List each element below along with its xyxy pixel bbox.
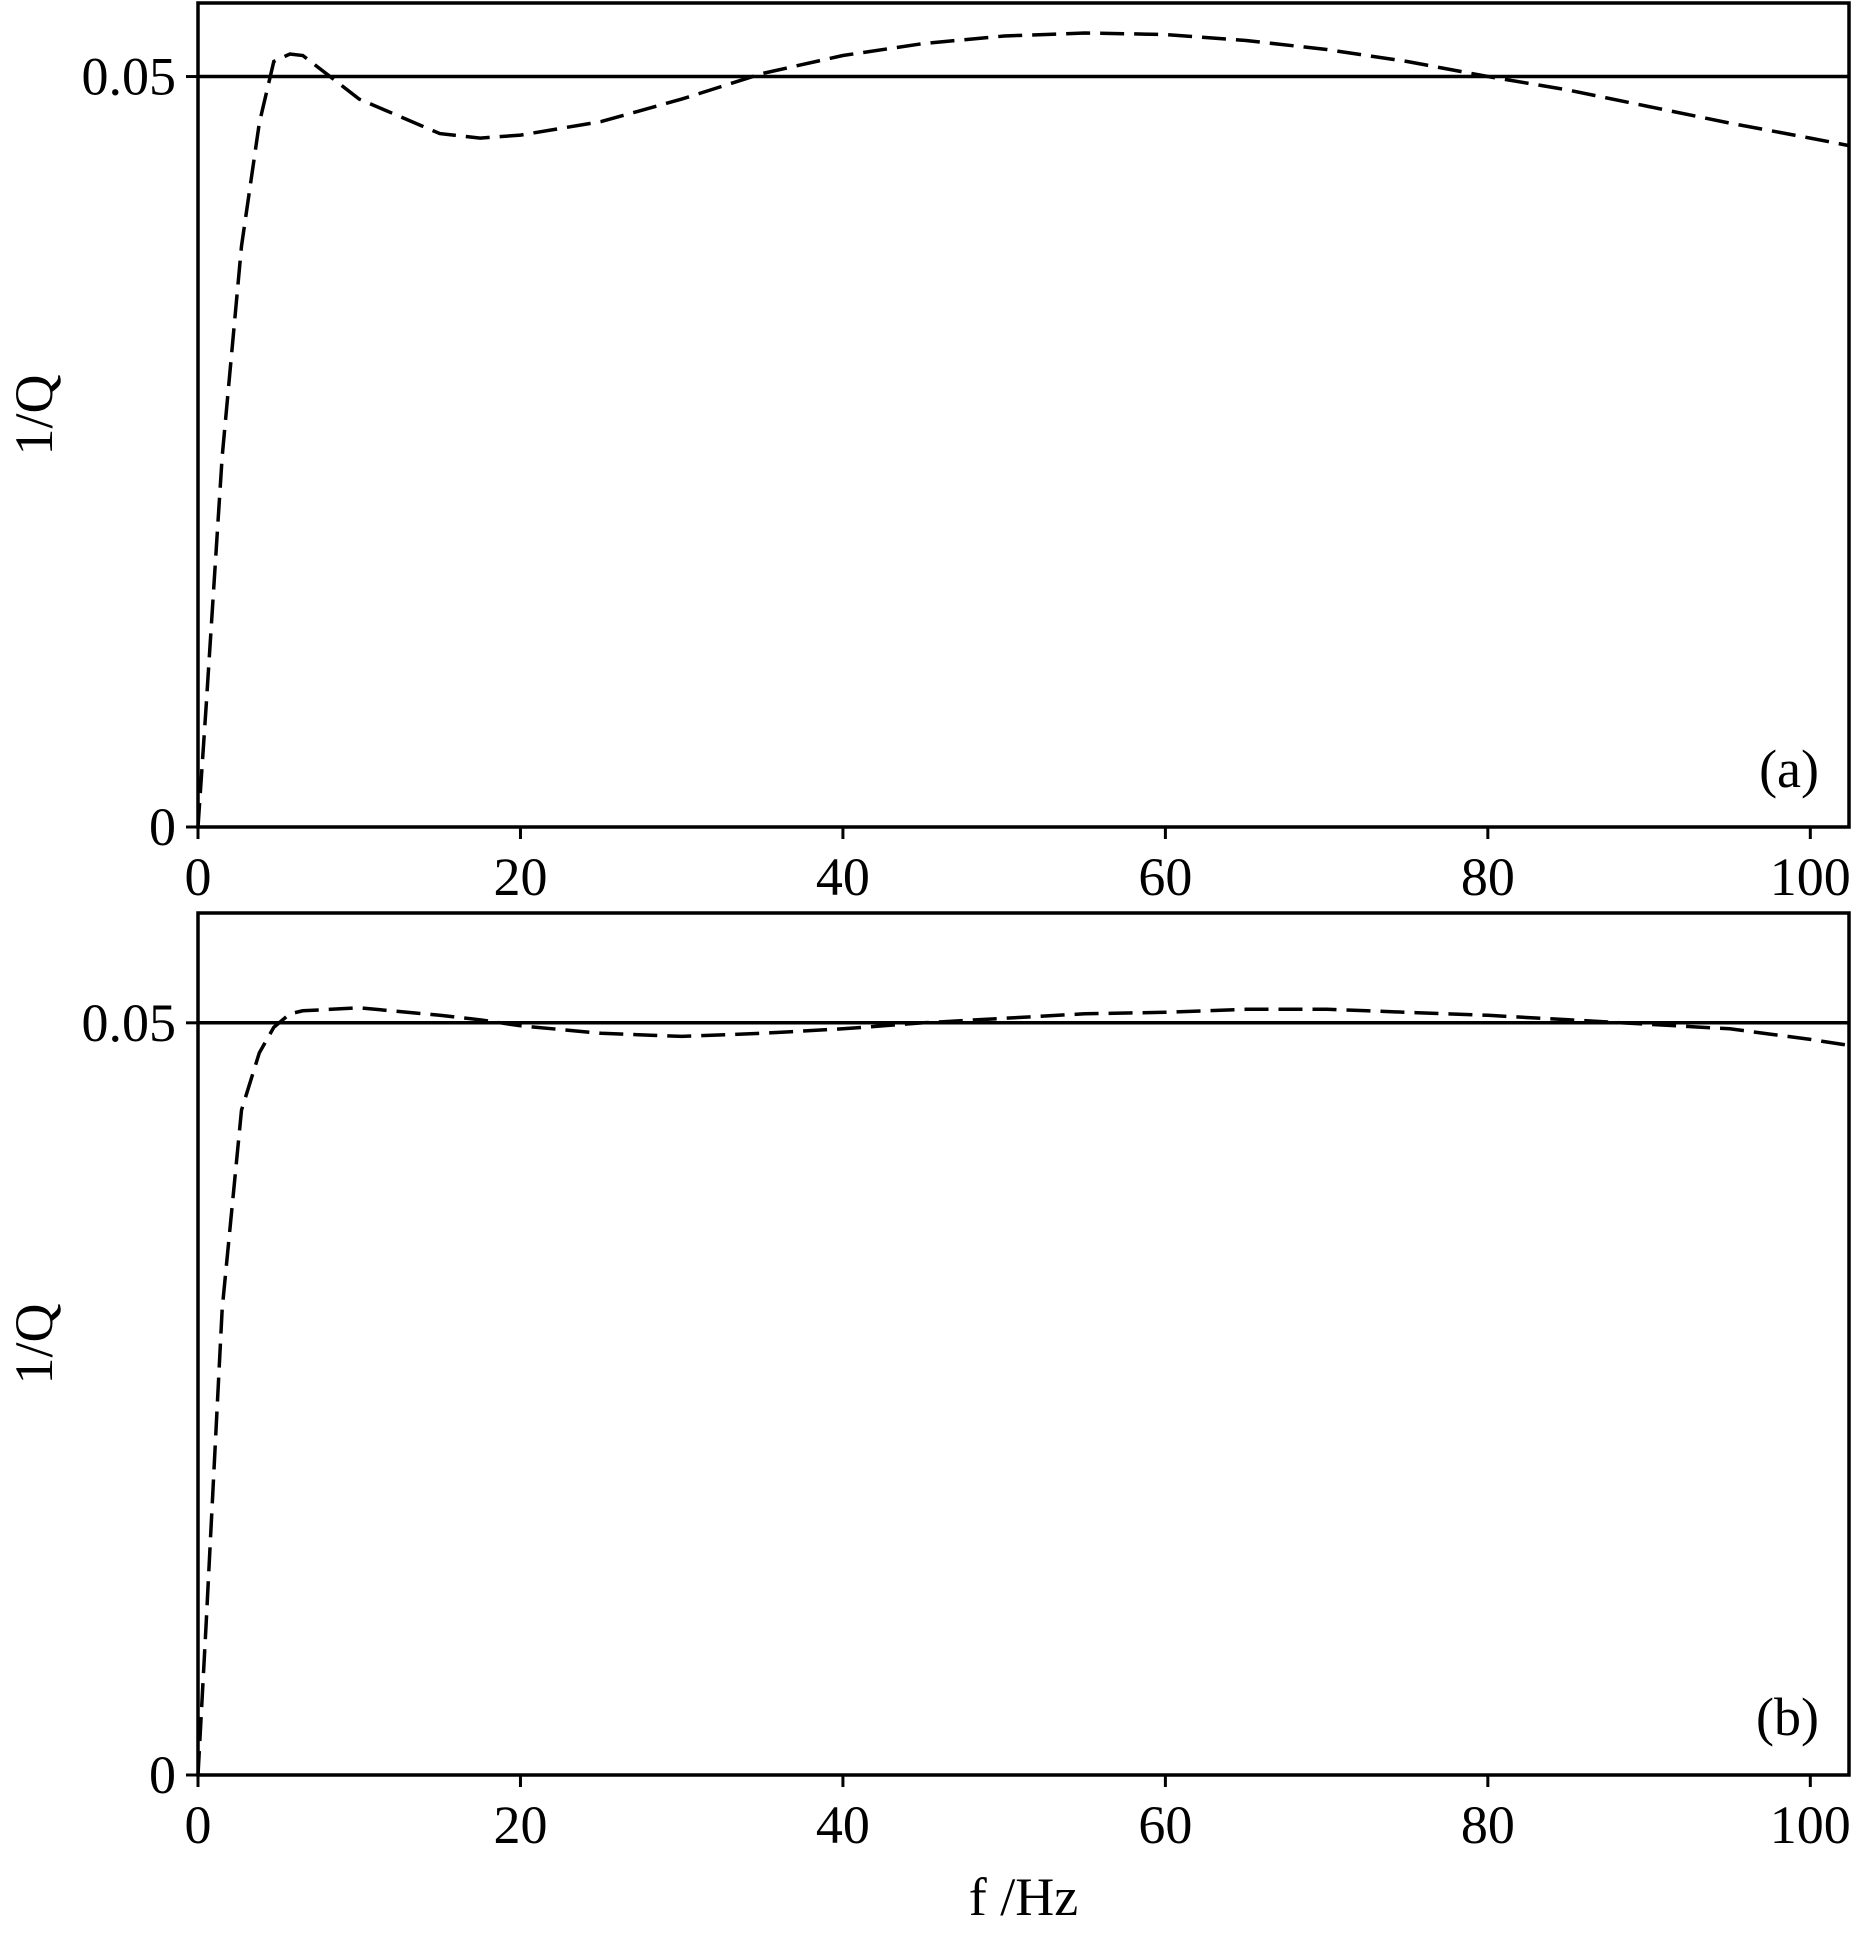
x-tick-label: 60 <box>1138 847 1192 907</box>
x-tick-label: 40 <box>816 847 870 907</box>
y-tick-label: 0 <box>149 1745 176 1805</box>
x-tick-label: 40 <box>816 1795 870 1855</box>
x-tick-label: 80 <box>1461 1795 1515 1855</box>
x-tick-label: 100 <box>1770 847 1851 907</box>
x-tick-label: 0 <box>185 1795 212 1855</box>
x-axis-label: f /Hz <box>969 1867 1078 1927</box>
x-tick-label: 80 <box>1461 847 1515 907</box>
y-tick-label: 0.05 <box>82 993 177 1053</box>
panel-label: (a) <box>1759 739 1819 799</box>
line <box>196 31 1850 828</box>
x-tick-label: 20 <box>493 1795 547 1855</box>
x-tick-label: 0 <box>185 847 212 907</box>
plot-frame <box>196 911 1851 1777</box>
panel-label: (b) <box>1756 1687 1819 1747</box>
x-tick-label: 20 <box>493 847 547 907</box>
plot-frame <box>196 1 1851 829</box>
x-tick-label: 60 <box>1138 1795 1192 1855</box>
y-tick-label: 0 <box>149 797 176 857</box>
y-axis-label: 1/Q <box>4 1303 64 1384</box>
y-tick-label: 0.05 <box>82 47 177 107</box>
y-axis-label: 1/Q <box>4 374 64 455</box>
x-tick-label: 100 <box>1770 1795 1851 1855</box>
line <box>196 1006 1850 1776</box>
